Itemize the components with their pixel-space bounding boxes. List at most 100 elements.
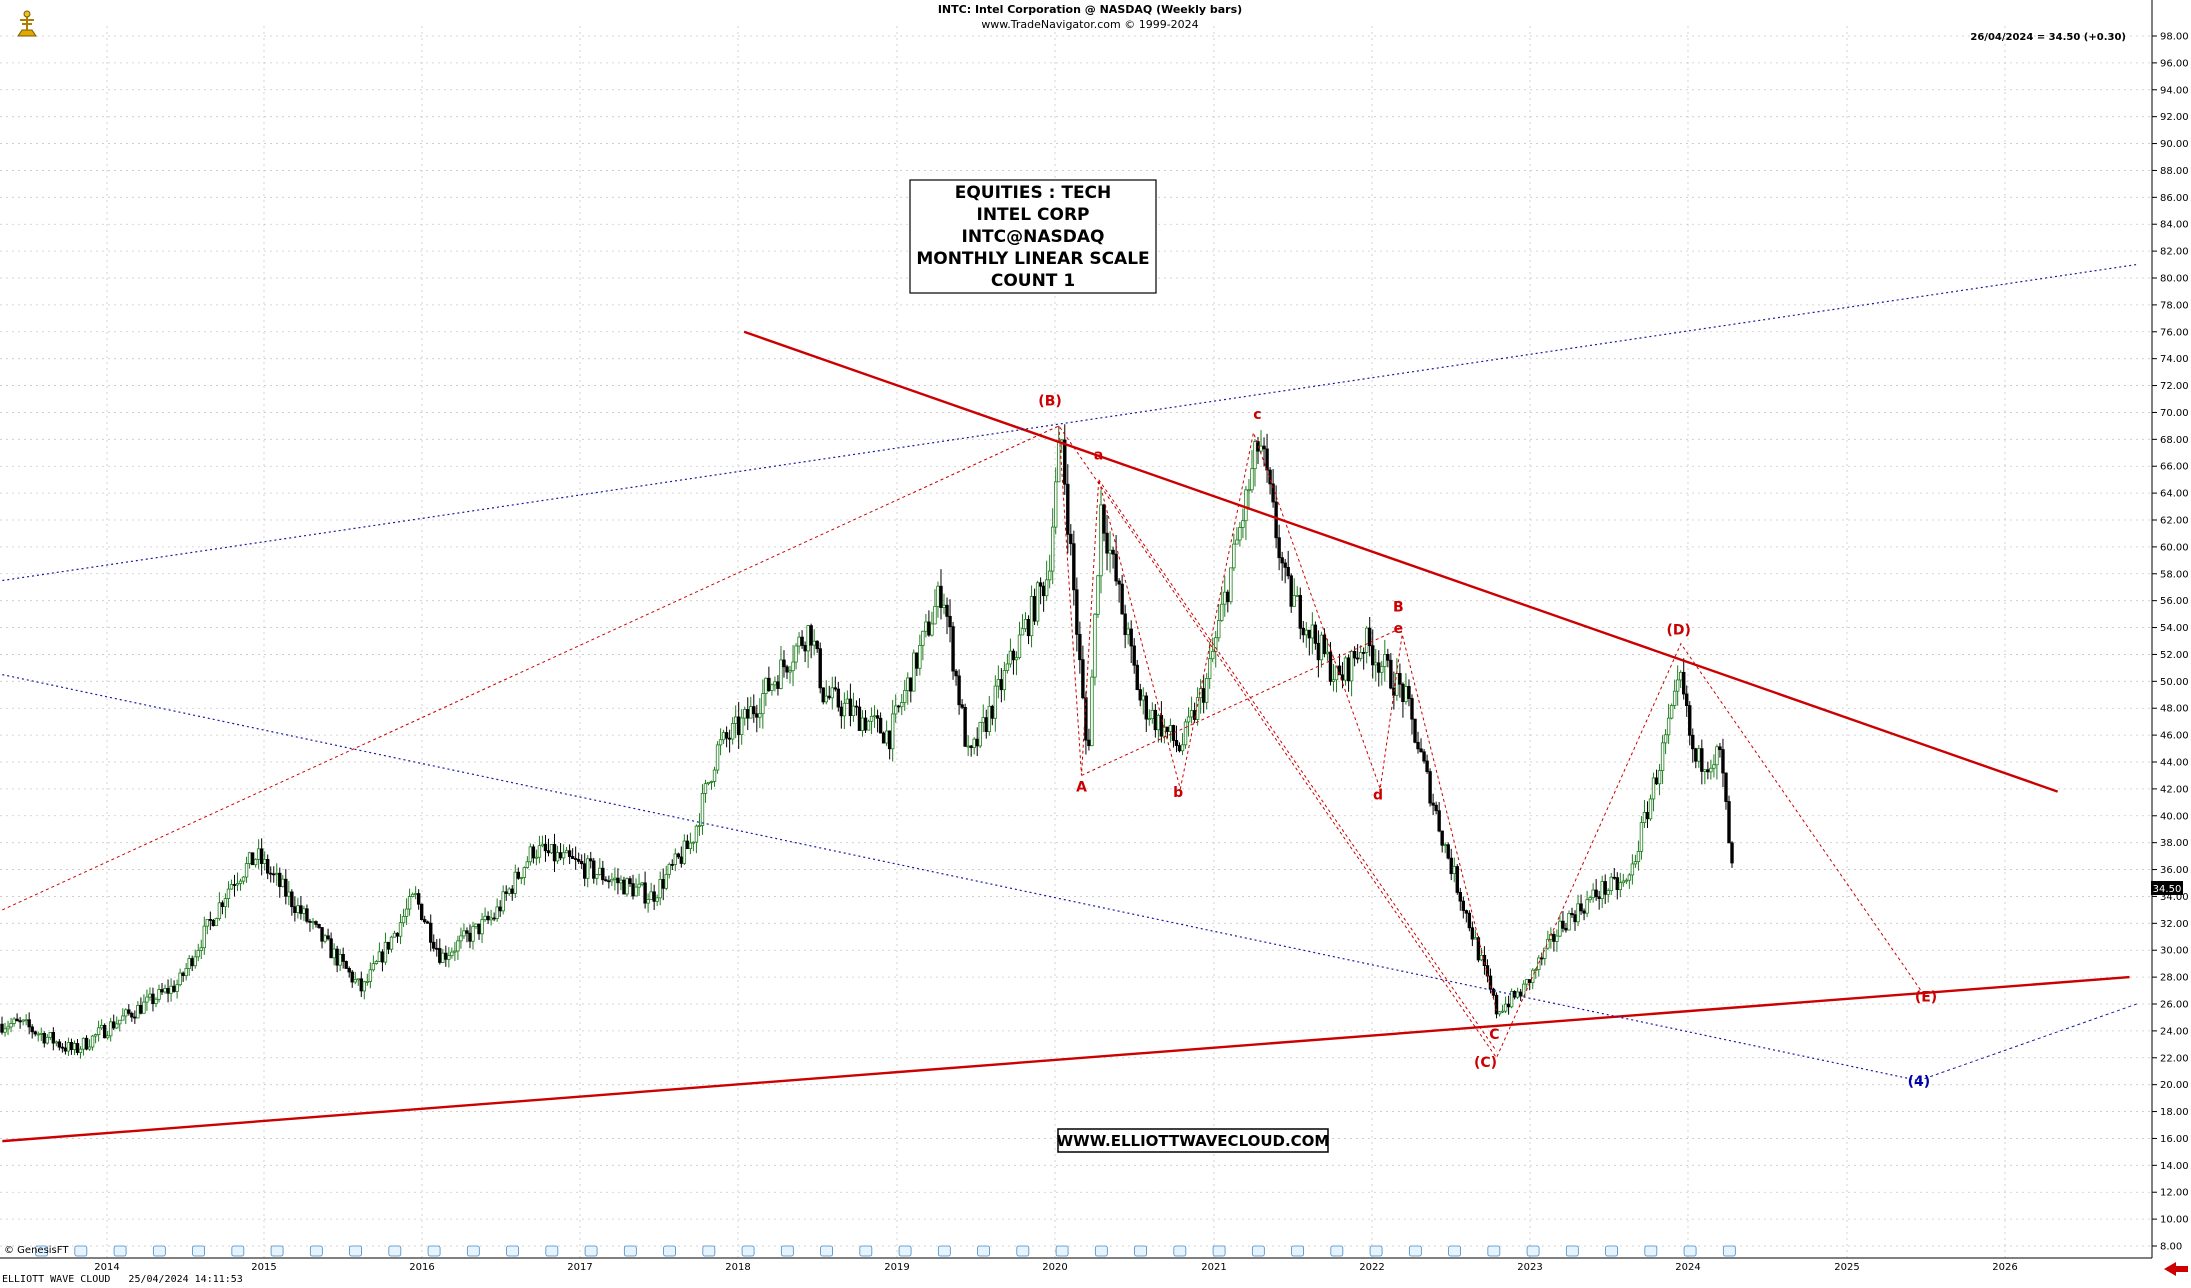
- candle-body: [1443, 844, 1447, 847]
- current-price-label: 34.50: [2153, 884, 2182, 895]
- trendline: [2, 975, 2130, 1143]
- candle-body: [115, 1023, 119, 1029]
- y-tick-label: 84.00: [2160, 220, 2189, 231]
- candle-body: [1138, 689, 1142, 701]
- wave-label: d: [1373, 788, 1383, 804]
- candle-body: [715, 744, 720, 771]
- candle-body: [102, 1024, 107, 1039]
- candle-body: [1682, 671, 1686, 695]
- y-tick-label: 96.00: [2160, 58, 2189, 69]
- candle-body: [1660, 742, 1665, 771]
- candle-body: [377, 951, 382, 962]
- candle-body: [1685, 693, 1689, 707]
- wave-label: c: [1253, 407, 1261, 423]
- y-tick-label: 78.00: [2160, 300, 2189, 311]
- candle-body: [1144, 695, 1148, 720]
- candle-body: [1289, 575, 1293, 607]
- candle-body: [1292, 595, 1296, 607]
- y-tick-label: 38.00: [2160, 838, 2189, 849]
- candle-body: [954, 670, 958, 677]
- candle-body: [1159, 714, 1164, 737]
- candle-body: [1111, 549, 1115, 555]
- candle-body: [730, 723, 735, 740]
- dividend-marker-icon: [741, 1245, 755, 1257]
- candle-body: [1352, 650, 1357, 659]
- candle-body: [1081, 659, 1085, 699]
- candle-body: [803, 645, 807, 652]
- candle-body: [1700, 748, 1704, 772]
- candle-body: [311, 921, 315, 923]
- candle-body: [1011, 650, 1016, 661]
- candle-body: [1355, 657, 1360, 660]
- candle-body: [326, 935, 330, 940]
- y-tick-label: 44.00: [2160, 758, 2189, 769]
- dividend-marker-icon: [152, 1245, 166, 1257]
- candle-body: [401, 916, 406, 924]
- candle-body: [948, 615, 952, 628]
- candle-body: [1488, 975, 1493, 990]
- candle-body: [72, 1043, 77, 1051]
- candle-body: [601, 867, 605, 881]
- candle-body: [854, 705, 859, 708]
- y-tick-label: 46.00: [2160, 731, 2189, 742]
- candle-body: [736, 716, 741, 735]
- candle-body: [1340, 674, 1345, 681]
- scroll-left-arrow-icon[interactable]: [2164, 1262, 2188, 1276]
- candle-body: [416, 893, 421, 905]
- candle-body: [540, 843, 545, 847]
- wave-label: (C): [1474, 1055, 1497, 1071]
- candle-body: [583, 863, 587, 879]
- y-tick-label: 30.00: [2160, 946, 2189, 957]
- candle-body: [1636, 851, 1641, 863]
- candle-body: [1576, 903, 1580, 923]
- candle-body: [163, 988, 167, 993]
- candle-body: [1108, 549, 1112, 554]
- x-tick-label: 2025: [1834, 1262, 1859, 1273]
- candle-body: [978, 721, 982, 747]
- candle-body: [169, 985, 173, 994]
- candle-body: [1464, 910, 1469, 914]
- candle-body: [848, 698, 853, 717]
- y-tick-label: 72.00: [2160, 381, 2189, 392]
- y-tick-label: 90.00: [2160, 139, 2189, 150]
- candle-body: [1540, 957, 1544, 960]
- info-line-3: INTC@NASDAQ: [962, 227, 1105, 247]
- candle-body: [893, 705, 898, 715]
- candle-body: [392, 932, 397, 938]
- candle-body: [1038, 582, 1043, 587]
- candle-body: [184, 968, 188, 977]
- dividend-marker-icon: [1448, 1245, 1461, 1257]
- candle-body: [435, 947, 439, 950]
- candle-body: [697, 825, 702, 827]
- candle-body: [1069, 533, 1073, 545]
- candle-body: [1075, 589, 1079, 635]
- candle-body: [287, 891, 291, 897]
- x-tick-label: 2026: [1992, 1262, 2017, 1273]
- candle-body: [972, 738, 976, 748]
- candle-body: [317, 924, 321, 928]
- candle-body: [15, 1018, 19, 1022]
- candle-body: [24, 1019, 28, 1022]
- candle-body: [486, 915, 490, 921]
- candle-body: [362, 981, 367, 992]
- y-tick-label: 20.00: [2160, 1080, 2189, 1091]
- candle-body: [438, 948, 442, 963]
- x-tick-label: 2018: [725, 1262, 750, 1273]
- candle-body: [148, 993, 152, 998]
- footer-text: ELLIOTT WAVE CLOUD 25/04/2024 14:11:53: [2, 1274, 243, 1284]
- candle-body: [1404, 686, 1408, 703]
- y-tick-label: 42.00: [2160, 784, 2189, 795]
- y-tick-label: 64.00: [2160, 489, 2189, 500]
- candle-body: [166, 988, 170, 994]
- candle-body: [1452, 866, 1456, 875]
- candle-body: [749, 706, 753, 719]
- candle-body: [1567, 913, 1571, 931]
- y-tick-label: 70.00: [2160, 408, 2189, 419]
- candle-body: [652, 891, 656, 902]
- y-tick-label: 94.00: [2160, 85, 2189, 96]
- candle-body: [290, 891, 294, 908]
- candle-body: [75, 1043, 80, 1053]
- candle-body: [918, 645, 922, 669]
- dividend-marker-icon: [1605, 1245, 1618, 1257]
- dividend-marker-icon: [702, 1245, 716, 1257]
